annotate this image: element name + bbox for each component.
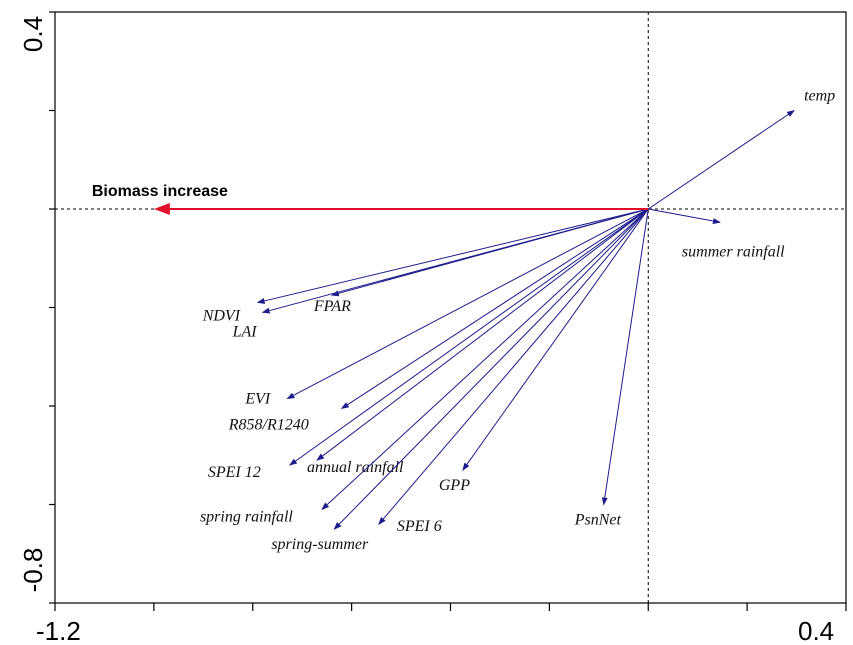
vector-psnnet xyxy=(601,208,649,506)
biomass-increase-arrowhead xyxy=(153,203,170,215)
x-axis-ticks xyxy=(54,603,847,611)
reference-lines xyxy=(55,12,846,603)
vector-label-summer-rainfall: summer rainfall xyxy=(682,243,785,260)
vector-lai xyxy=(261,208,649,314)
vector-label-lai: LAI xyxy=(232,323,258,340)
vector-annual-rainfall xyxy=(316,208,649,461)
vector-label-spring-summer: spring-summer xyxy=(271,536,369,553)
highlight-vector-layer: Biomass increase xyxy=(92,183,649,215)
vector-label-annual-rainfall: annual rainfall xyxy=(307,459,404,476)
y-axis-ticks xyxy=(49,11,55,604)
vector-label-psnnet: PsnNet xyxy=(574,512,622,529)
vector-label-spring-rainfall: spring rainfall xyxy=(200,508,293,525)
vector-label-evi: EVI xyxy=(244,391,271,408)
plot-frame xyxy=(54,11,847,604)
vector-label-r858-r1240: R858/R1240 xyxy=(228,416,309,433)
vector-gpp xyxy=(462,208,649,471)
vector-r858-r1240 xyxy=(340,208,649,410)
vector-label-temp: temp xyxy=(804,88,835,105)
y-tick-label-min: -0.8 xyxy=(18,548,48,593)
vector-label-ndvi: NDVI xyxy=(202,308,241,325)
vector-spring-rainfall xyxy=(321,208,649,511)
vector-evi xyxy=(286,208,649,400)
vector-label-spei-6: SPEI 6 xyxy=(397,518,442,535)
vector-label-gpp: GPP xyxy=(439,477,470,494)
x-tick-label-min: -1.2 xyxy=(36,616,81,645)
vector-spring-summer xyxy=(333,208,649,530)
vector-layer: temp summer rainfall NDVI FPAR LAI EVI R858/R1… xyxy=(200,88,835,554)
y-tick-label-max: 0.4 xyxy=(18,16,48,52)
vector-label-fpar: FPAR xyxy=(313,298,351,315)
vector-summer-rainfall xyxy=(648,208,721,224)
vector-label-spei-12: SPEI 12 xyxy=(208,464,261,481)
vector-ndvi xyxy=(256,208,649,304)
vector-spei-6 xyxy=(378,208,649,525)
vector-spei-12 xyxy=(289,208,649,466)
x-tick-label-max: 0.4 xyxy=(798,616,834,645)
biomass-increase-label: Biomass increase xyxy=(92,183,228,200)
vector-temp xyxy=(647,109,795,210)
